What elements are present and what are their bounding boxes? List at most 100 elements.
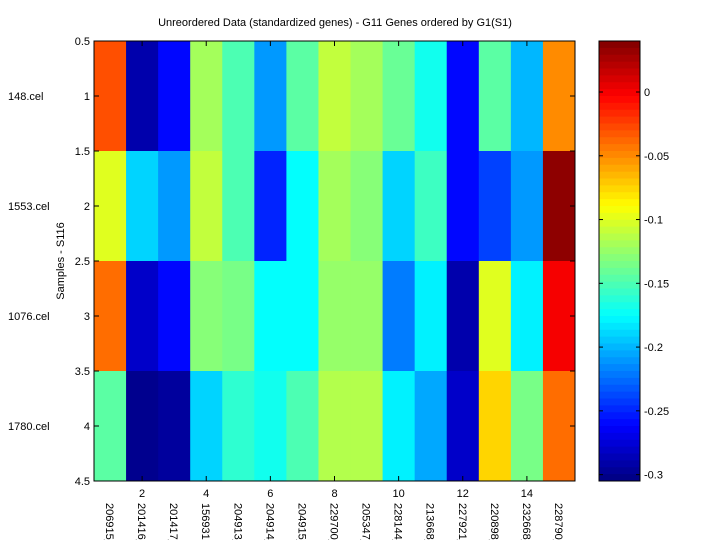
colorbar-segment xyxy=(599,144,640,152)
heatmap-cell xyxy=(318,261,352,372)
colorbar-segment xyxy=(599,453,640,461)
heatmap-cell xyxy=(222,151,255,262)
column-label: 228790_ xyxy=(552,503,564,540)
heatmap-cells xyxy=(94,41,576,482)
heatmap-cell xyxy=(126,151,159,262)
colorbar-segment xyxy=(599,102,640,111)
y-axis-label: Samples - S116 xyxy=(55,222,67,299)
colorbar-segment xyxy=(599,364,640,372)
heatmap-cell xyxy=(382,261,416,372)
heatmap-cell xyxy=(158,151,191,262)
colorbar-segment xyxy=(599,96,640,104)
colorbar-segment xyxy=(599,467,640,475)
heatmap-cell xyxy=(510,261,544,372)
colorbar-segment xyxy=(599,116,640,124)
colorbar-tick-label: -0.3 xyxy=(644,470,663,482)
colorbar-segment xyxy=(599,398,640,406)
colorbar-segment xyxy=(599,316,640,324)
column-label: 204915_ xyxy=(295,503,307,540)
colorbar-segment xyxy=(599,302,640,310)
heatmap-cell xyxy=(254,261,287,372)
column-label: 232668_ xyxy=(520,503,532,540)
chart-title: Unreordered Data (standardized genes) - … xyxy=(158,17,512,29)
x-tick-label: 6 xyxy=(267,488,273,500)
column-label: 201416_ xyxy=(135,503,147,540)
heatmap-cell xyxy=(190,151,223,262)
colorbar-segment xyxy=(599,426,640,434)
heatmap-cell xyxy=(318,151,352,262)
colorbar-segment xyxy=(599,432,640,441)
colorbar-segment xyxy=(599,206,640,214)
colorbar-tick-label: -0.25 xyxy=(644,406,669,418)
colorbar-segment xyxy=(599,75,640,83)
x-tick-label: 12 xyxy=(457,488,469,500)
heatmap-cell xyxy=(94,151,127,262)
heatmap-cell xyxy=(318,41,352,152)
heatmap-cell xyxy=(446,371,480,482)
heatmap-cell xyxy=(414,371,448,482)
colorbar-segment xyxy=(599,247,640,255)
colorbar-segment xyxy=(599,405,640,413)
y-tick-label: 2.5 xyxy=(75,256,90,268)
heatmap-cell xyxy=(158,41,191,152)
heatmap-cell xyxy=(510,371,544,482)
colorbar-segment xyxy=(599,109,640,118)
column-label: 229700_ xyxy=(328,503,340,540)
heatmap-cell xyxy=(318,371,352,482)
heatmap-cell xyxy=(446,151,480,262)
colorbar-tick-label: 0 xyxy=(644,87,650,99)
colorbar-segment xyxy=(599,261,640,269)
heatmap-cell xyxy=(350,371,384,482)
colorbar-segment xyxy=(599,137,640,145)
axes: 0.5 1 1.5 2 2.5 3 3.5 4 4.5 148.cel 1553.cel 1076.c… xyxy=(8,36,576,540)
colorbar-segment xyxy=(599,192,640,200)
heatmap-cell xyxy=(446,41,480,152)
colorbar-segment xyxy=(599,219,640,228)
colorbar-segment xyxy=(599,377,640,386)
colorbar-segment xyxy=(599,412,640,420)
colorbar-segment xyxy=(599,199,640,207)
colorbar-frame xyxy=(598,40,641,482)
y-tick-label: 2 xyxy=(84,201,90,213)
y-tick-label: 4 xyxy=(84,421,90,433)
colorbar-segment xyxy=(599,178,640,186)
colorbar-segment xyxy=(599,41,640,49)
heatmap-cell xyxy=(382,371,416,482)
heatmap-cell xyxy=(414,41,448,152)
colorbar-segment xyxy=(599,164,640,173)
heatmap-cell xyxy=(126,261,159,372)
heatmap-cell xyxy=(350,151,384,262)
colorbar-tick-label: -0.05 xyxy=(644,151,669,163)
colorbar-segment xyxy=(599,474,640,482)
column-label: 201417_ xyxy=(167,503,179,540)
colorbar-segment xyxy=(599,384,640,393)
heatmap-cell xyxy=(254,41,287,152)
column-label: 228144_ xyxy=(392,503,404,540)
colorbar-segment xyxy=(599,89,640,97)
colorbar-tick-label: -0.15 xyxy=(644,278,669,290)
y-tick-label: 0.5 xyxy=(75,36,90,48)
colorbar-segment xyxy=(599,233,640,241)
heatmap-cell xyxy=(478,151,512,262)
heatmap-cell xyxy=(510,151,544,262)
heatmap-cell xyxy=(510,41,544,152)
colorbar-segment xyxy=(599,61,640,69)
row-label: 148.cel xyxy=(8,91,43,103)
heatmap-cell xyxy=(286,261,319,372)
row-label: 1553.cel xyxy=(8,201,50,213)
heatmap-cell xyxy=(382,41,416,152)
colorbar-segment xyxy=(599,343,640,351)
colorbar-tick-label: -0.1 xyxy=(644,215,663,227)
column-label: 204914_ xyxy=(263,503,275,540)
heatmap-cell xyxy=(254,371,287,482)
colorbar-segment xyxy=(599,446,640,454)
heatmap-cell xyxy=(126,41,159,152)
x-tick-label: 10 xyxy=(393,488,405,500)
heatmap-cell xyxy=(382,151,416,262)
colorbar-segment xyxy=(599,288,640,296)
heatmap-cell xyxy=(350,261,384,372)
colorbar-segment xyxy=(599,309,640,317)
colorbar-segment xyxy=(599,240,640,248)
heatmap-cell xyxy=(350,41,384,152)
